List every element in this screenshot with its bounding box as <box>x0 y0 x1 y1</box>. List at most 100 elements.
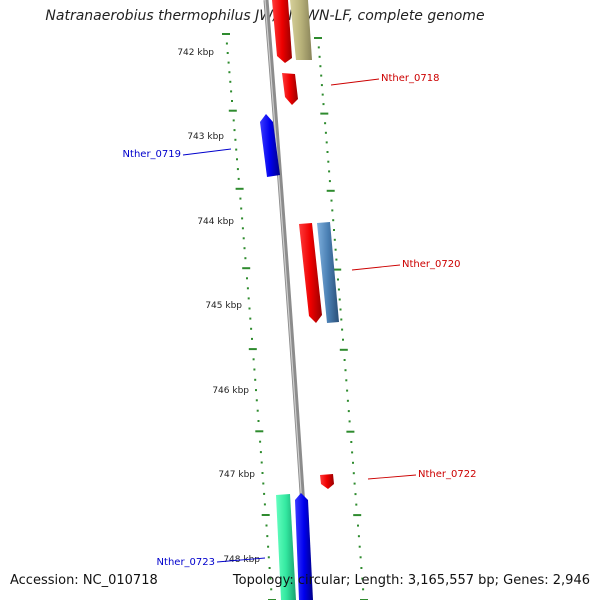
scale-minor-tick <box>229 80 232 83</box>
scale-minor-tick <box>334 248 337 251</box>
scale-major-tick <box>242 267 251 270</box>
scale-minor-tick <box>355 503 358 506</box>
scale-minor-tick <box>346 389 349 392</box>
scale-major-tick <box>353 514 362 517</box>
feature-top-red[interactable] <box>272 0 292 63</box>
scale-minor-tick <box>225 42 228 45</box>
gene-label-nther-0722[interactable]: Nther_0722 <box>367 469 476 480</box>
scale-minor-tick <box>263 492 266 495</box>
scale-major-tick <box>314 37 322 39</box>
scale-minor-tick <box>328 170 331 173</box>
scale-minor-tick <box>337 278 339 281</box>
scale-minor-tick <box>340 318 343 321</box>
scale-minor-tick <box>362 588 365 591</box>
scale-minor-tick <box>318 55 321 58</box>
scale-minor-tick <box>358 545 361 548</box>
scale-minor-tick <box>347 410 350 413</box>
scale-minor-tick <box>269 577 272 580</box>
scale-minor-tick <box>351 451 354 454</box>
scale-minor-tick <box>361 577 364 580</box>
scale-minor-tick <box>240 207 243 210</box>
scale-minor-tick <box>352 472 355 475</box>
scale-minor-tick <box>325 141 328 144</box>
scale-minor-tick <box>267 545 270 548</box>
scale-minor-tick <box>227 61 230 64</box>
scale-minor-tick <box>343 359 346 361</box>
gene-label-text: Nther_0720 <box>402 259 460 270</box>
tick-label: 744 kbp <box>197 217 234 227</box>
gene-label-nther-0723[interactable]: Nther_0723 <box>157 557 266 568</box>
scale-minor-tick <box>268 567 271 569</box>
scale-minor-tick <box>234 138 237 141</box>
gene-label-nther-0718[interactable]: Nther_0718 <box>330 73 439 86</box>
scale-minor-tick <box>243 247 246 250</box>
outer-scale <box>314 37 368 600</box>
gene-label-text: Nther_0723 <box>157 557 215 568</box>
feature-nther-0718[interactable] <box>282 73 298 105</box>
tick-label: 747 kbp <box>218 470 255 480</box>
scale-minor-tick <box>333 238 336 241</box>
accession-text: Accession: NC_010718 <box>10 573 158 588</box>
scale-minor-tick <box>352 461 354 464</box>
scale-minor-tick <box>251 337 253 340</box>
feature-nther-0720-a[interactable] <box>299 223 322 323</box>
scale-minor-tick <box>241 217 244 220</box>
scale-minor-tick <box>350 441 353 443</box>
feature-nther-0723-green[interactable] <box>276 494 296 600</box>
scale-major-tick <box>320 112 329 115</box>
scale-minor-tick <box>320 84 323 87</box>
feature-top-khaki[interactable] <box>290 0 312 60</box>
scale-major-tick <box>346 430 355 433</box>
feature-nther-0723-blue[interactable] <box>295 493 313 600</box>
scale-minor-tick <box>248 307 251 310</box>
scale-minor-tick <box>327 160 330 163</box>
scale-minor-tick <box>233 129 236 132</box>
scale-minor-tick <box>357 535 360 538</box>
scale-minor-tick <box>228 71 231 74</box>
scale-minor-tick <box>333 229 335 231</box>
gene-label-nther-0720[interactable]: Nther_0720 <box>351 259 460 271</box>
scale-minor-tick <box>250 327 253 330</box>
scale-labels: 742 kbp 743 kbp 744 kbp 745 kbp 746 kbp … <box>177 48 260 565</box>
scale-major-tick <box>228 109 237 112</box>
scale-minor-tick <box>317 46 320 49</box>
scale-minor-tick <box>226 52 229 54</box>
scale-minor-tick <box>359 556 362 559</box>
scale-minor-tick <box>262 482 265 485</box>
scale-minor-tick <box>270 588 273 591</box>
scale-major-tick <box>255 430 264 433</box>
scale-major-tick <box>222 33 230 35</box>
scale-minor-tick <box>360 567 363 569</box>
scale-minor-tick <box>231 100 233 102</box>
scale-minor-tick <box>261 472 264 474</box>
tick-label: 742 kbp <box>177 48 214 58</box>
scale-minor-tick <box>265 524 268 527</box>
scale-major-tick <box>333 268 342 271</box>
gene-label-nther-0719[interactable]: Nther_0719 <box>123 148 232 160</box>
gene-label-text: Nther_0718 <box>381 73 439 84</box>
scale-minor-tick <box>337 288 340 291</box>
scale-minor-tick <box>345 379 348 382</box>
scale-minor-tick <box>232 119 235 122</box>
scale-minor-tick <box>255 389 257 392</box>
scale-minor-tick <box>239 197 242 200</box>
scale-major-tick <box>339 348 348 351</box>
scale-minor-tick <box>247 297 250 300</box>
scale-minor-tick <box>322 103 325 106</box>
feature-nther-0719[interactable] <box>260 114 280 177</box>
scale-minor-tick <box>259 451 262 454</box>
scale-minor-tick <box>326 151 329 153</box>
scale-major-tick <box>261 514 270 516</box>
scale-minor-tick <box>353 482 356 485</box>
feature-nther-0722[interactable] <box>320 474 334 489</box>
feature-nther-0720-b[interactable] <box>317 222 339 323</box>
gene-label-text: Nther_0719 <box>123 149 181 160</box>
scale-minor-tick <box>242 237 245 240</box>
scale-minor-tick <box>246 277 248 280</box>
scale-major-tick <box>326 189 335 192</box>
scale-minor-tick <box>354 493 357 496</box>
scale-minor-tick <box>237 177 240 180</box>
scale-minor-tick <box>338 298 341 301</box>
gene-label-text: Nther_0722 <box>418 469 476 480</box>
